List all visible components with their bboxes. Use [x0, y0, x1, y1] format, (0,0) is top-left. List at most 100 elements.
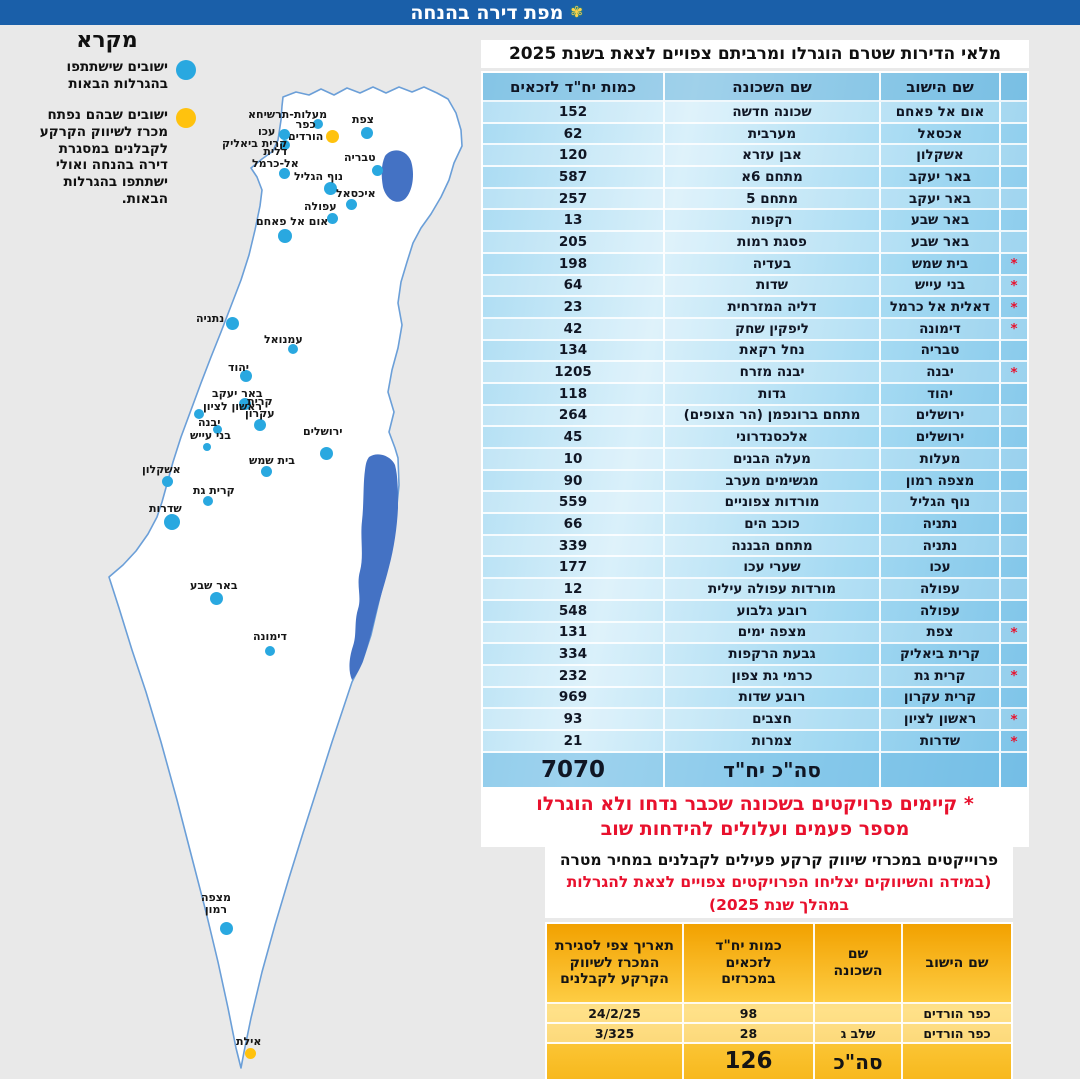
row-flag-cell: * [999, 297, 1027, 319]
row-settlement: בית שמש [879, 253, 999, 276]
tenders-header-units: כמות יח"ד לזכאים במכרזים [682, 924, 813, 1004]
tenders-total-row: סה"כ 126 [547, 1044, 1011, 1079]
row-units: 134 [483, 341, 663, 363]
table-row: * שדרות צמרות 21 [483, 730, 1027, 753]
row-flag-cell: * [999, 275, 1027, 298]
main-table-title: מלאי הדירות שטרם הוגרלו ומרביתם צפויים ל… [481, 40, 1029, 68]
city-marker-dot [161, 475, 173, 487]
heading-red-part: (במידה והשיווקים יצליחו הפרויקטים צפויים… [566, 873, 992, 914]
tenders-row-neighborhood [813, 1004, 901, 1024]
legend-entry-open-tender: ישובים שבהם נפתח מכרז לשיווק הקרקע לקבלנ… [18, 107, 196, 208]
table-row: * בני עייש שדות 64 [483, 275, 1027, 298]
tenders-row-neighborhood: שלב ג [813, 1024, 901, 1044]
row-settlement: שדרות [879, 730, 999, 753]
city-marker-dot [254, 419, 266, 431]
row-units: 45 [483, 427, 663, 449]
tenders-row-date: 24/2/25 [547, 1004, 682, 1024]
city-marker-label: עכו [258, 125, 276, 138]
tenders-total-date-spacer [547, 1044, 682, 1079]
city-marker-label: צפת [352, 113, 374, 126]
row-neighborhood: צמרות [663, 730, 879, 753]
city-marker-dot [239, 398, 251, 410]
row-settlement: עפולה [879, 600, 999, 623]
row-flag-cell: * [999, 318, 1027, 341]
row-neighborhood: מורדות עפולה עילית [663, 579, 879, 601]
city-marker-dot [319, 446, 333, 460]
table-row: עפולה מורדות עפולה עילית 12 [483, 579, 1027, 601]
row-flag-cell [999, 188, 1027, 211]
table-row: * דאלית אל כרמל דליה המזרחית 23 [483, 297, 1027, 319]
tenders-row-units: 98 [682, 1004, 813, 1024]
row-flag-cell [999, 405, 1027, 428]
tenders-row-settlement: כפר הורדים [901, 1024, 1011, 1044]
row-units: 587 [483, 167, 663, 189]
row-settlement: אכסאל [879, 123, 999, 146]
table-row: נתניה מתחם הבננה 339 [483, 535, 1027, 558]
row-flag-cell [999, 600, 1027, 623]
city-marker-label: בית שמש [249, 454, 295, 467]
row-neighborhood: חצבים [663, 709, 879, 731]
table-row: באר יעקב מתחם 6א 587 [483, 167, 1027, 189]
table-row: מעלות מעלה הבנים 10 [483, 449, 1027, 471]
row-settlement: אום אל פאחם [879, 102, 999, 124]
city-marker-label: באר שבע [190, 579, 238, 592]
row-units: 12 [483, 579, 663, 601]
row-units: 152 [483, 102, 663, 124]
row-flag-cell [999, 383, 1027, 406]
row-neighborhood: מעלה הבנים [663, 449, 879, 471]
table-header-row: שם הישוב שם השכונה כמות יח"ד לזכאים [483, 73, 1027, 102]
row-neighborhood: דליה המזרחית [663, 297, 879, 319]
row-units: 1205 [483, 362, 663, 384]
table-row: יהוד גדות 118 [483, 383, 1027, 406]
city-marker-label: שדרות [149, 502, 182, 515]
row-flag-cell [999, 232, 1027, 254]
row-units: 334 [483, 644, 663, 666]
table-row: * ראשון לציון חצבים 93 [483, 709, 1027, 731]
table-row: * בית שמש בעדיה 198 [483, 253, 1027, 276]
row-flag-cell [999, 644, 1027, 666]
row-flag-cell [999, 535, 1027, 558]
row-settlement: אשקלון [879, 145, 999, 168]
row-settlement: קרית ביאליק [879, 644, 999, 666]
row-neighborhood: רקפות [663, 210, 879, 233]
city-marker-dot [260, 465, 272, 477]
row-units: 21 [483, 731, 663, 753]
row-settlement: דאלית אל כרמל [879, 297, 999, 319]
row-units: 66 [483, 514, 663, 536]
city-marker-label: אשקלון [142, 463, 181, 476]
table-row: אשקלון אבן עזרא 120 [483, 145, 1027, 168]
city-marker-dot [326, 212, 338, 224]
city-marker-label: ירושלים [303, 425, 343, 438]
row-settlement: ירושלים [879, 405, 999, 428]
table-row: * צפת מצפה ימים 131 [483, 622, 1027, 645]
row-units: 42 [483, 319, 663, 341]
row-flag-cell [999, 145, 1027, 168]
row-units: 10 [483, 449, 663, 471]
housing-inventory-table: שם הישוב שם השכונה כמות יח"ד לזכאים אום … [481, 71, 1029, 789]
table-row: * דימונה ליפקין שחק 42 [483, 318, 1027, 341]
table-row: באר שבע רקפות 13 [483, 210, 1027, 233]
tenders-total-spacer [901, 1044, 1011, 1079]
row-settlement: יהוד [879, 383, 999, 406]
row-neighborhood: שכונה חדשה [663, 102, 879, 124]
row-flag-cell: * [999, 709, 1027, 731]
city-marker-label: דימונה [253, 630, 287, 643]
row-units: 62 [483, 124, 663, 146]
row-neighborhood: בעדיה [663, 253, 879, 276]
row-settlement: ירושלים [879, 427, 999, 449]
active-tenders-heading: פרוייקטים במכרזי שיווק קרקע פעילים לקבלנ… [545, 847, 1013, 919]
row-flag-cell [999, 579, 1027, 601]
row-flag-cell: * [999, 665, 1027, 688]
row-settlement: באר יעקב [879, 167, 999, 189]
row-flag-cell [999, 492, 1027, 515]
tenders-table-body: כפר הורדים 98 24/2/25 כפר הורדים שלב ג 28 3/32… [547, 1004, 1011, 1044]
row-settlement: עפולה [879, 579, 999, 601]
tenders-row: כפר הורדים 98 24/2/25 [547, 1004, 1011, 1024]
row-flag-cell [999, 123, 1027, 146]
legend-entry-upcoming: ישובים שישתתפו בהגרלות הבאות [18, 59, 196, 93]
row-flag-cell [999, 427, 1027, 449]
tenders-header-date: תאריך צפי לסגירת המכרז לשיווק הקרקע לקבל… [547, 924, 682, 1004]
row-settlement: נתניה [879, 514, 999, 536]
row-neighborhood: מתחם 6א [663, 167, 879, 189]
